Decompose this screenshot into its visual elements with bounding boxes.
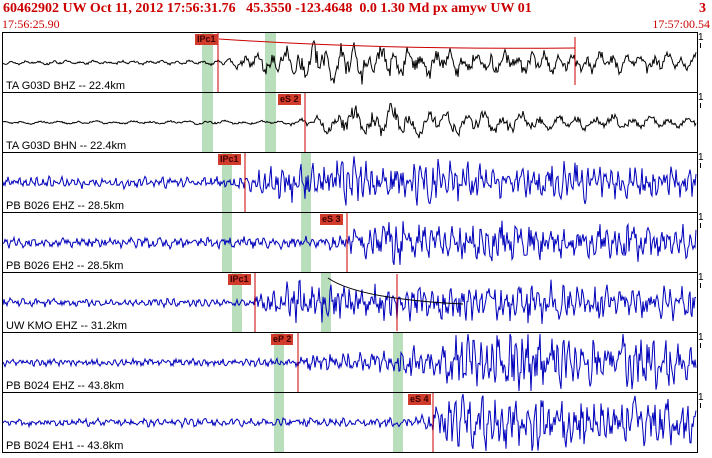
window-end-time: 17:57:00.54 [652, 17, 710, 31]
arrival-window-band [393, 393, 403, 452]
phase-pick-flag[interactable]: IPc1 [195, 34, 218, 45]
amp-scale: 1 [698, 393, 710, 408]
amp-scale-value: 1 [698, 272, 704, 283]
amp-scale-tick [700, 343, 701, 348]
station-label: UW KMO EHZ -- 31.2km [6, 320, 128, 332]
amp-scale-value: 1 [698, 92, 704, 103]
amp-scale-value: 1 [698, 392, 704, 403]
window-start-time: 17:56:25.90 [2, 17, 60, 31]
station-label: TA G03D BHZ -- 22.4km [6, 80, 125, 92]
phase-pick-flag[interactable]: eS 3 [320, 214, 343, 225]
trace-panel[interactable]: PB B024 EHZ -- 43.8km 1 eP 2 [2, 332, 704, 393]
arrival-window-band [232, 273, 242, 332]
phase-pick-flag[interactable]: IPc1 [228, 274, 251, 285]
page-number: 3 [699, 1, 706, 16]
event-header: 60462902 UW Oct 11, 2012 17:56:31.76 45.… [0, 0, 712, 17]
seismogram-waveform[interactable] [3, 153, 697, 212]
trace-panel[interactable]: PB B024 EH1 -- 43.8km 1 eS 4 [2, 392, 704, 453]
amp-scale-tick [700, 103, 701, 108]
amp-scale-value: 1 [698, 212, 704, 223]
time-axis-labels: 17:56:25.90 17:57:00.54 [0, 17, 712, 32]
trace-panels: TA G03D BHZ -- 22.4km 1 IPc1 TA G03D BHN… [2, 32, 704, 453]
amp-scale-tick [700, 403, 701, 408]
amp-scale: 1 [698, 93, 710, 108]
station-label: PB B026 EHZ -- 28.5km [6, 200, 124, 212]
seismogram-waveform[interactable] [3, 333, 697, 392]
amp-scale: 1 [698, 213, 710, 228]
arrival-window-band [274, 333, 284, 392]
amp-scale: 1 [698, 33, 710, 48]
amp-scale: 1 [698, 273, 710, 288]
phase-pick-flag[interactable]: eS 2 [278, 94, 301, 105]
arrival-window-band [301, 213, 311, 272]
trace-panel[interactable]: TA G03D BHZ -- 22.4km 1 IPc1 [2, 32, 704, 93]
seismogram-waveform[interactable] [3, 33, 697, 92]
amp-scale-value: 1 [698, 32, 704, 43]
seismogram-waveform[interactable] [3, 213, 697, 272]
amp-scale-tick [700, 43, 701, 48]
trace-panel[interactable]: PB B026 EHZ -- 28.5km 1 IPc1 [2, 152, 704, 213]
trace-panel[interactable]: TA G03D BHN -- 22.4km 1 eS 2 [2, 92, 704, 153]
arrival-window-band [202, 33, 213, 92]
station-label: PB B026 EH2 -- 28.5km [6, 260, 124, 272]
seismogram-waveform[interactable] [3, 393, 697, 452]
station-label: PB B024 EH1 -- 43.8km [6, 440, 124, 452]
amp-scale-tick [700, 223, 701, 228]
station-label: TA G03D BHN -- 22.4km [6, 140, 127, 152]
phase-pick-flag[interactable]: eP 2 [271, 334, 294, 345]
phase-pick-flag[interactable]: IPc1 [218, 154, 241, 165]
trace-panel[interactable]: UW KMO EHZ -- 31.2km 1 IPc1 [2, 272, 704, 333]
amp-scale-value: 1 [698, 152, 704, 163]
arrival-window-band [265, 33, 276, 92]
station-label: PB B024 EHZ -- 43.8km [6, 380, 124, 392]
phase-pick-flag[interactable]: eS 4 [408, 394, 431, 405]
arrival-window-band [274, 393, 284, 452]
seismogram-waveform[interactable] [3, 93, 697, 152]
event-summary-text: 60462902 UW Oct 11, 2012 17:56:31.76 45.… [3, 1, 532, 16]
amp-scale-value: 1 [698, 332, 704, 343]
amp-scale: 1 [698, 153, 710, 168]
amp-scale-tick [700, 163, 701, 168]
amp-scale: 1 [698, 333, 710, 348]
seismogram-waveform[interactable] [3, 273, 697, 332]
amp-scale-tick [700, 283, 701, 288]
trace-panel[interactable]: PB B026 EH2 -- 28.5km 1 eS 3 [2, 212, 704, 273]
